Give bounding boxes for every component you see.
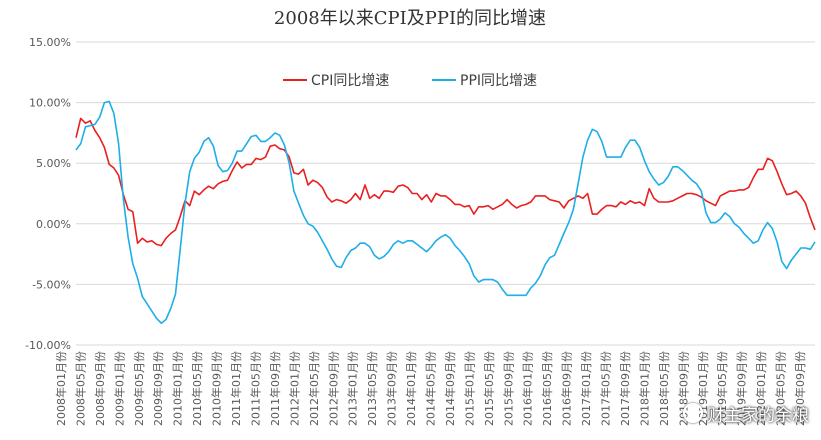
y-tick-label: 5.00% (36, 157, 71, 170)
x-tick-label: 2013年05月份 (365, 351, 379, 426)
x-tick-label: 2015年05月份 (482, 351, 496, 426)
x-tick-label: 2014年09月份 (443, 351, 457, 426)
x-tick-label: 2016年01月份 (521, 351, 535, 426)
x-tick-label: 2020年05月份 (774, 351, 788, 426)
chart-title: 2008年以来CPI及PPI的同比增速 (274, 8, 546, 29)
x-tick-label: 2013年01月份 (346, 351, 360, 426)
y-tick-label: 10.00% (29, 97, 71, 110)
x-tick-label: 2012年09月份 (326, 351, 340, 426)
x-tick-label: 2019年09月份 (735, 351, 749, 426)
series-line-cpi (75, 117, 816, 247)
x-tick-label: 2015年01月份 (462, 351, 476, 426)
x-tick-label: 2009年09月份 (151, 351, 165, 426)
x-tick-label: 2010年01月份 (171, 351, 185, 426)
x-tick-label: 2011年09月份 (268, 351, 282, 426)
x-tick-label: 2014年01月份 (404, 351, 418, 426)
x-tick-label: 2015年09月份 (501, 351, 515, 426)
legend: CPI同比增速 PPI同比增速 (283, 73, 537, 89)
watermark-text: 财主家的余粮 (707, 406, 809, 426)
y-tick-label: -5.00% (32, 278, 71, 291)
grid-lines (76, 41, 815, 346)
x-tick-label: 2009年01月份 (112, 351, 126, 426)
x-tick-label: 2017年09月份 (618, 351, 632, 426)
x-tick-label: 2016年09月份 (560, 351, 574, 426)
x-axis: 2008年01月份 2008年05月份 2008年09月份 2009年01月份 2009… (54, 351, 807, 426)
y-tick-label: -10.00% (25, 339, 71, 352)
series-line-ppi (75, 100, 816, 324)
x-tick-label: 2016年05月份 (540, 351, 554, 426)
x-tick-label: 2020年09月份 (793, 351, 807, 426)
legend-label: PPI同比增速 (460, 73, 537, 89)
x-tick-label: 2008年09月份 (93, 351, 107, 426)
x-tick-label: 2019年05月份 (715, 351, 729, 426)
series-lines (75, 100, 816, 324)
x-tick-label: 2017年01月份 (579, 351, 593, 426)
watermark: 财主家的余粮 (683, 401, 809, 426)
legend-label: CPI同比增速 (311, 73, 389, 89)
x-tick-label: 2011年05月份 (248, 351, 262, 426)
x-tick-label: 2012年01月份 (287, 351, 301, 426)
x-tick-label: 2011年01月份 (229, 351, 243, 426)
x-tick-label: 2009年05月份 (132, 351, 146, 426)
x-tick-label: 2017年05月份 (599, 351, 613, 426)
y-tick-label: 0.00% (36, 218, 71, 231)
y-tick-label: 15.00% (29, 36, 71, 49)
x-tick-label: 2013年09月份 (385, 351, 399, 426)
x-tick-label: 2010年05月份 (190, 351, 204, 426)
x-tick-label: 2010年09月份 (210, 351, 224, 426)
x-tick-label: 2014年05月份 (424, 351, 438, 426)
x-tick-label: 2020年01月份 (754, 351, 768, 426)
x-tick-label: 2018年05月份 (657, 351, 671, 426)
wechat-icon (683, 403, 703, 423)
x-tick-label: 2012年05月份 (307, 351, 321, 426)
x-tick-label: 2018年01月份 (637, 351, 651, 426)
y-axis: 15.00% 10.00% 5.00% 0.00% -5.00% -10.00% (25, 36, 71, 352)
x-tick-label: 2008年01月份 (54, 351, 68, 426)
x-tick-label: 2008年05月份 (73, 351, 87, 426)
